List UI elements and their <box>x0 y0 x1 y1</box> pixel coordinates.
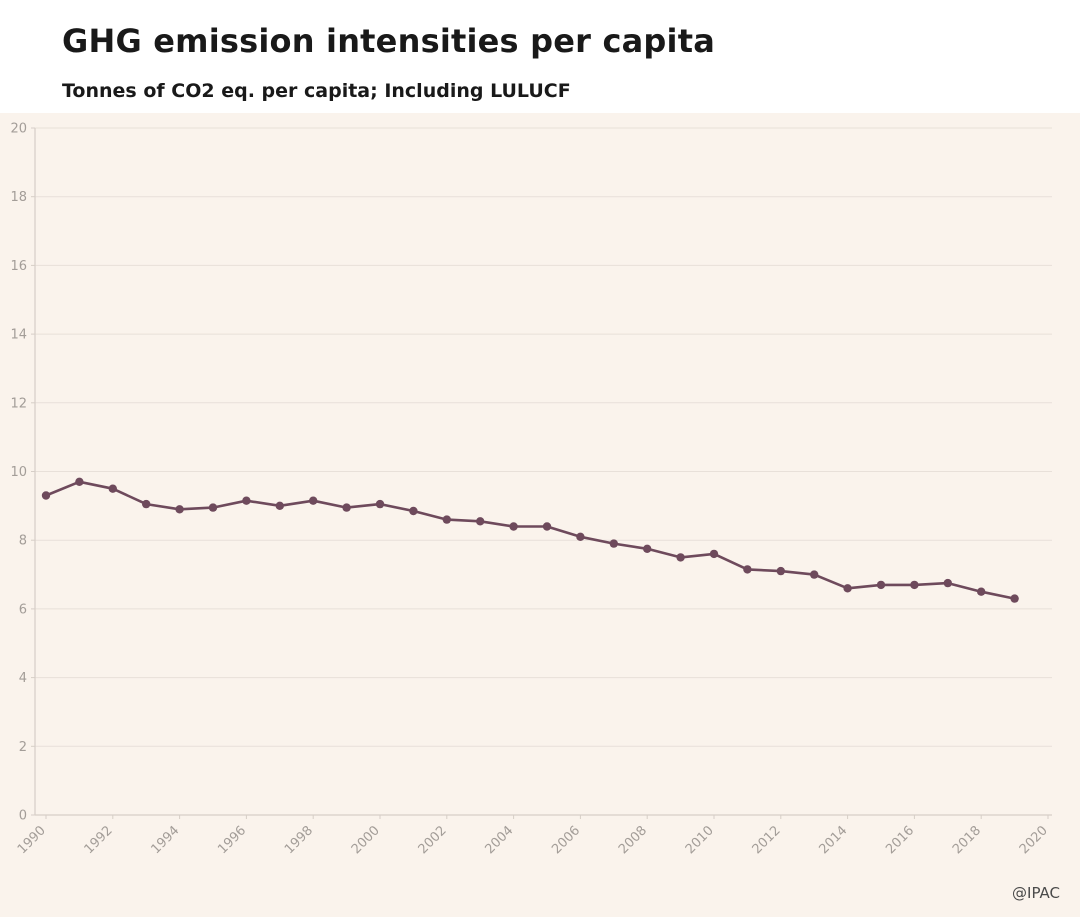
header-band: GHG emission intensities per capita Tonn… <box>0 0 1080 113</box>
data-point <box>542 522 552 531</box>
x-tick-label: 2002 <box>416 823 450 857</box>
data-point <box>743 565 752 574</box>
y-tick-label: 6 <box>19 602 27 617</box>
x-tick-label: 1994 <box>148 823 182 857</box>
x-tick-label: 1996 <box>215 823 249 857</box>
data-point <box>943 578 952 588</box>
y-tick-label: 2 <box>19 740 27 755</box>
x-tick-label: 2000 <box>349 823 383 857</box>
data-point <box>275 501 284 510</box>
data-point <box>509 522 518 531</box>
data-point <box>810 570 819 579</box>
data-point <box>142 499 151 509</box>
y-tick-label: 16 <box>10 259 27 274</box>
x-tick-label: 2014 <box>816 823 850 857</box>
x-tick-label: 2006 <box>549 823 583 857</box>
series-line <box>44 480 1016 600</box>
x-tick-label: 1998 <box>282 823 316 857</box>
data-point <box>977 587 986 596</box>
x-tick-label: 2008 <box>616 823 650 857</box>
data-point <box>910 580 919 590</box>
y-tick-label: 18 <box>10 190 27 205</box>
data-point <box>476 517 485 526</box>
y-tick-label: 0 <box>19 809 27 824</box>
data-point <box>609 539 618 548</box>
data-point <box>242 496 251 505</box>
data-point <box>41 491 51 500</box>
x-tick-label: 1992 <box>82 823 116 857</box>
data-point <box>576 532 585 541</box>
x-tick-label: 2012 <box>750 823 784 857</box>
data-point <box>108 484 118 493</box>
line-chart: 0 2 4 6 8 10 12 14 16 18 20 1990 1992 1994 1996 1998 200… <box>10 122 1052 857</box>
data-point <box>442 515 451 524</box>
data-point <box>409 506 418 516</box>
data-point <box>375 499 385 509</box>
data-point <box>208 503 218 512</box>
y-tick-label: 20 <box>10 122 27 137</box>
y-tick-label: 4 <box>19 671 27 686</box>
data-point <box>309 496 318 505</box>
data-point <box>776 566 785 576</box>
attribution-label: @IPAC <box>1012 884 1060 902</box>
x-tick-label: 2004 <box>482 823 516 857</box>
y-tick-label: 14 <box>10 328 27 343</box>
chart-subtitle: Tonnes of CO2 eq. per capita; Including … <box>62 80 571 102</box>
x-tick-label: 2020 <box>1017 823 1051 857</box>
data-point <box>1010 594 1019 603</box>
x-tick-label: 2016 <box>883 823 917 857</box>
y-tick-label: 10 <box>10 465 27 480</box>
data-point <box>843 584 852 593</box>
x-tick-label: 2010 <box>683 823 717 857</box>
chart-title: GHG emission intensities per capita <box>62 22 715 60</box>
x-tick-label: 2018 <box>950 823 984 857</box>
data-point <box>643 544 652 553</box>
data-point <box>709 549 719 559</box>
y-tick-label: 12 <box>10 396 27 411</box>
data-point <box>175 505 184 514</box>
y-tick-label: 8 <box>19 534 27 549</box>
data-point <box>876 580 886 590</box>
data-point <box>75 477 84 486</box>
x-tick-label: 1990 <box>15 823 49 857</box>
data-point <box>676 553 685 562</box>
data-point <box>342 503 351 512</box>
